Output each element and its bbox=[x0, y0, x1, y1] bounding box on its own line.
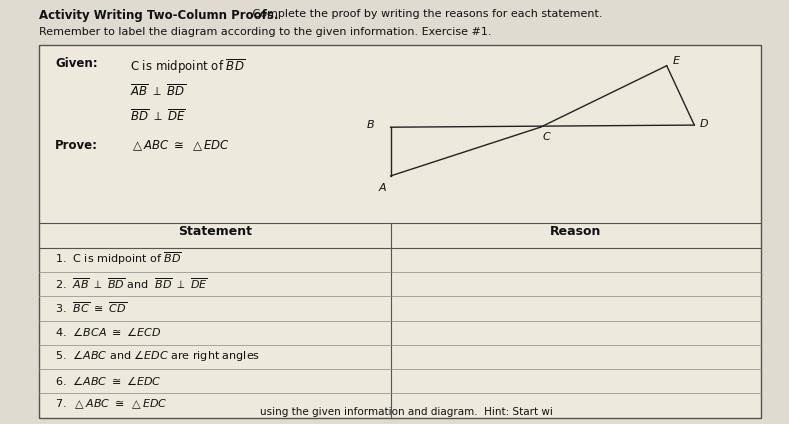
Text: A: A bbox=[379, 183, 387, 193]
Text: E: E bbox=[673, 56, 679, 66]
Text: C is midpoint of $\overline{BD}$: C is midpoint of $\overline{BD}$ bbox=[130, 57, 245, 76]
Text: D: D bbox=[700, 119, 708, 129]
Text: $\overline{BD}$ $\perp$ $\overline{DE}$: $\overline{BD}$ $\perp$ $\overline{DE}$ bbox=[130, 108, 186, 124]
Text: 2.  $\overline{AB}$ $\perp$ $\overline{BD}$ and  $\overline{BD}$ $\perp$ $\overl: 2. $\overline{AB}$ $\perp$ $\overline{BD… bbox=[55, 276, 208, 290]
Text: C: C bbox=[543, 131, 551, 142]
Text: 1.  C is midpoint of $\overline{BD}$: 1. C is midpoint of $\overline{BD}$ bbox=[55, 251, 182, 267]
Text: 7.  $\triangle ABC$ $\cong$ $\triangle EDC$: 7. $\triangle ABC$ $\cong$ $\triangle ED… bbox=[55, 398, 168, 411]
Text: Reason: Reason bbox=[550, 225, 602, 238]
Text: 3.  $\overline{BC}$ $\cong$ $\overline{CD}$: 3. $\overline{BC}$ $\cong$ $\overline{CD… bbox=[55, 300, 127, 315]
Text: $\overline{AB}$ $\perp$ $\overline{BD}$: $\overline{AB}$ $\perp$ $\overline{BD}$ bbox=[130, 83, 186, 99]
Text: Complete the proof by writing the reasons for each statement.: Complete the proof by writing the reason… bbox=[249, 9, 602, 20]
Text: $\triangle ABC$ $\cong$ $\triangle EDC$: $\triangle ABC$ $\cong$ $\triangle EDC$ bbox=[130, 139, 230, 153]
Text: 4.  $\angle BCA$ $\cong$ $\angle ECD$: 4. $\angle BCA$ $\cong$ $\angle ECD$ bbox=[55, 325, 162, 338]
Text: using the given information and diagram.  Hint: Start wi: using the given information and diagram.… bbox=[260, 407, 553, 417]
Text: Statement: Statement bbox=[178, 225, 252, 238]
Text: Remember to label the diagram according to the given information. Exercise #1.: Remember to label the diagram according … bbox=[39, 27, 492, 37]
Text: B: B bbox=[367, 120, 375, 130]
Bar bbox=[39, 45, 761, 418]
Text: 5.  $\angle ABC$ and $\angle EDC$ are right angles: 5. $\angle ABC$ and $\angle EDC$ are rig… bbox=[55, 349, 260, 363]
Text: Activity Writing Two-Column Proofs.: Activity Writing Two-Column Proofs. bbox=[39, 9, 279, 22]
Text: Given:: Given: bbox=[55, 57, 98, 70]
Text: Prove:: Prove: bbox=[55, 139, 98, 152]
Text: 6.  $\angle ABC$ $\cong$ $\angle EDC$: 6. $\angle ABC$ $\cong$ $\angle EDC$ bbox=[55, 374, 162, 387]
